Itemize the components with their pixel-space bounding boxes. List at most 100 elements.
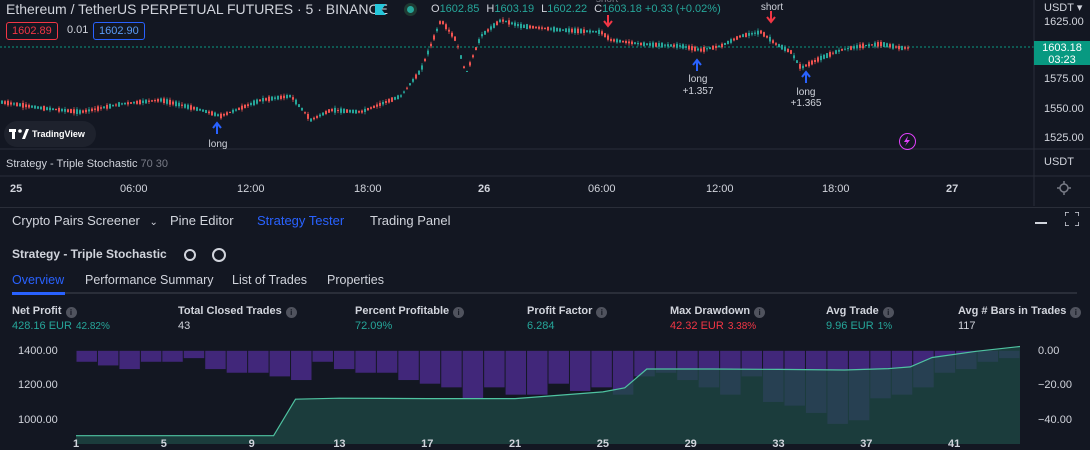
candle-body xyxy=(784,46,786,51)
drawdown-bar[interactable] xyxy=(398,350,419,381)
subtab-properties[interactable]: Properties xyxy=(327,273,384,287)
eye-icon[interactable] xyxy=(404,3,417,16)
drawdown-bar[interactable] xyxy=(505,350,527,395)
candle-body xyxy=(442,21,444,25)
drawdown-bar[interactable] xyxy=(441,350,462,388)
candle-body xyxy=(670,44,672,47)
candle-body xyxy=(904,47,906,49)
maximize-icon[interactable] xyxy=(1065,212,1079,226)
candle-body xyxy=(616,39,618,43)
candle-body xyxy=(217,114,219,116)
drawdown-bar[interactable] xyxy=(376,350,398,373)
candle-body xyxy=(373,105,375,108)
candle-body xyxy=(907,47,909,49)
settings-gear-icon[interactable] xyxy=(1057,181,1071,195)
candle-body xyxy=(364,108,366,112)
candle-body xyxy=(454,36,456,41)
current-price-marker: 1603.18 03:23 xyxy=(1034,41,1090,66)
info-icon[interactable]: i xyxy=(285,307,297,318)
strategy-settings-icon[interactable] xyxy=(184,249,196,261)
alarm-clock-icon[interactable] xyxy=(212,248,226,262)
subtab-list-of-trades[interactable]: List of Trades xyxy=(232,273,308,287)
lightning-bolt-icon[interactable] xyxy=(899,133,916,150)
drawdown-bar[interactable] xyxy=(569,350,591,391)
drawdown-bar[interactable] xyxy=(312,350,333,362)
drawdown-bar[interactable] xyxy=(527,350,548,395)
drawdown-bar[interactable] xyxy=(548,350,569,384)
info-icon[interactable]: i xyxy=(453,307,465,318)
drawdown-bar[interactable] xyxy=(226,350,248,373)
tab-trading-panel[interactable]: Trading Panel xyxy=(370,213,451,228)
candle-body xyxy=(106,104,108,109)
candle-body xyxy=(34,105,36,109)
ohlc-open-key: O xyxy=(431,3,440,15)
drawdown-bar[interactable] xyxy=(205,350,226,370)
candle-body xyxy=(55,108,57,111)
drawdown-bar[interactable] xyxy=(462,350,484,399)
metric-title-text: Percent Profitable xyxy=(355,305,450,317)
drawdown-bar[interactable] xyxy=(291,350,312,381)
subtab-performance-summary[interactable]: Performance Summary xyxy=(85,273,214,287)
drawdown-bar[interactable] xyxy=(76,350,97,362)
tab-strategy-tester[interactable]: Strategy Tester xyxy=(257,213,345,228)
drawdown-bar[interactable] xyxy=(97,350,119,366)
info-icon[interactable]: i xyxy=(65,307,77,318)
candle-body xyxy=(835,50,837,54)
tab-pine-editor[interactable]: Pine Editor xyxy=(170,213,234,228)
drawdown-bar[interactable] xyxy=(183,350,205,359)
info-icon[interactable]: i xyxy=(1070,307,1082,318)
bottom-panel-tabs xyxy=(0,207,1090,234)
buy-button[interactable]: 1602.90 xyxy=(93,22,145,40)
currency-selector[interactable]: USDT ▾ xyxy=(1044,1,1082,14)
candle-body xyxy=(163,98,165,104)
sell-button[interactable]: 1602.89 xyxy=(6,22,58,40)
drawdown-bar[interactable] xyxy=(119,350,140,370)
equity-chart[interactable]: 1400.00 1200.00 1000.00 0.00 −20.00 −40.00 1 5 9… xyxy=(0,338,1090,450)
candle-body xyxy=(499,19,501,22)
drawdown-bar[interactable] xyxy=(140,350,162,362)
candle-body xyxy=(586,30,588,33)
candle-body xyxy=(523,24,525,28)
drawdown-bar[interactable] xyxy=(162,350,183,362)
subtab-active-indicator xyxy=(12,292,65,295)
study-legend[interactable]: Strategy - Triple Stochastic 70 30 xyxy=(6,158,168,170)
candle-body xyxy=(856,45,858,49)
drawdown-bar[interactable] xyxy=(591,350,612,388)
drawdown-bar[interactable] xyxy=(269,350,291,377)
subtab-overview[interactable]: Overview xyxy=(12,273,65,287)
drawdown-bar[interactable] xyxy=(655,350,677,373)
flag-icon[interactable] xyxy=(375,4,386,15)
candle-body xyxy=(295,99,297,105)
drawdown-bar[interactable] xyxy=(248,350,269,373)
candle-body xyxy=(886,43,888,48)
candle-body xyxy=(121,103,123,105)
symbol-title[interactable]: Ethereum / TetherUS PERPETUAL FUTURES · … xyxy=(6,1,388,17)
candle-body xyxy=(466,70,468,72)
candle-body xyxy=(598,29,600,35)
trade-number-label: 5 xyxy=(161,438,167,450)
price-chart-canvas[interactable] xyxy=(0,0,1090,206)
tab-crypto-pairs-screener[interactable]: Crypto Pairs Screener ⌄ xyxy=(12,213,158,228)
metric-value-text: 9.96 EUR xyxy=(826,320,874,332)
candle-body xyxy=(778,44,780,48)
candle-body xyxy=(421,65,423,70)
candle-body xyxy=(760,30,762,34)
info-icon[interactable]: i xyxy=(882,307,894,318)
drawdown-bar[interactable] xyxy=(419,350,441,384)
candle-body xyxy=(679,45,681,47)
candle-body xyxy=(535,26,537,29)
ohlc-low-key: L xyxy=(541,3,548,15)
candle-body xyxy=(763,32,765,37)
info-icon[interactable]: i xyxy=(754,307,766,318)
info-icon[interactable]: i xyxy=(596,307,608,318)
drawdown-bar[interactable] xyxy=(333,350,355,370)
metric-percent: 3.38% xyxy=(727,321,757,332)
minimize-icon[interactable] xyxy=(1035,222,1047,224)
drawdown-bar[interactable] xyxy=(612,350,634,395)
price-chart[interactable] xyxy=(0,0,1090,206)
candle-body xyxy=(451,32,453,37)
tradingview-logo[interactable]: TradingView xyxy=(4,121,96,147)
drawdown-bar[interactable] xyxy=(355,350,376,373)
candle-body xyxy=(508,20,510,25)
drawdown-bar[interactable] xyxy=(484,350,505,388)
